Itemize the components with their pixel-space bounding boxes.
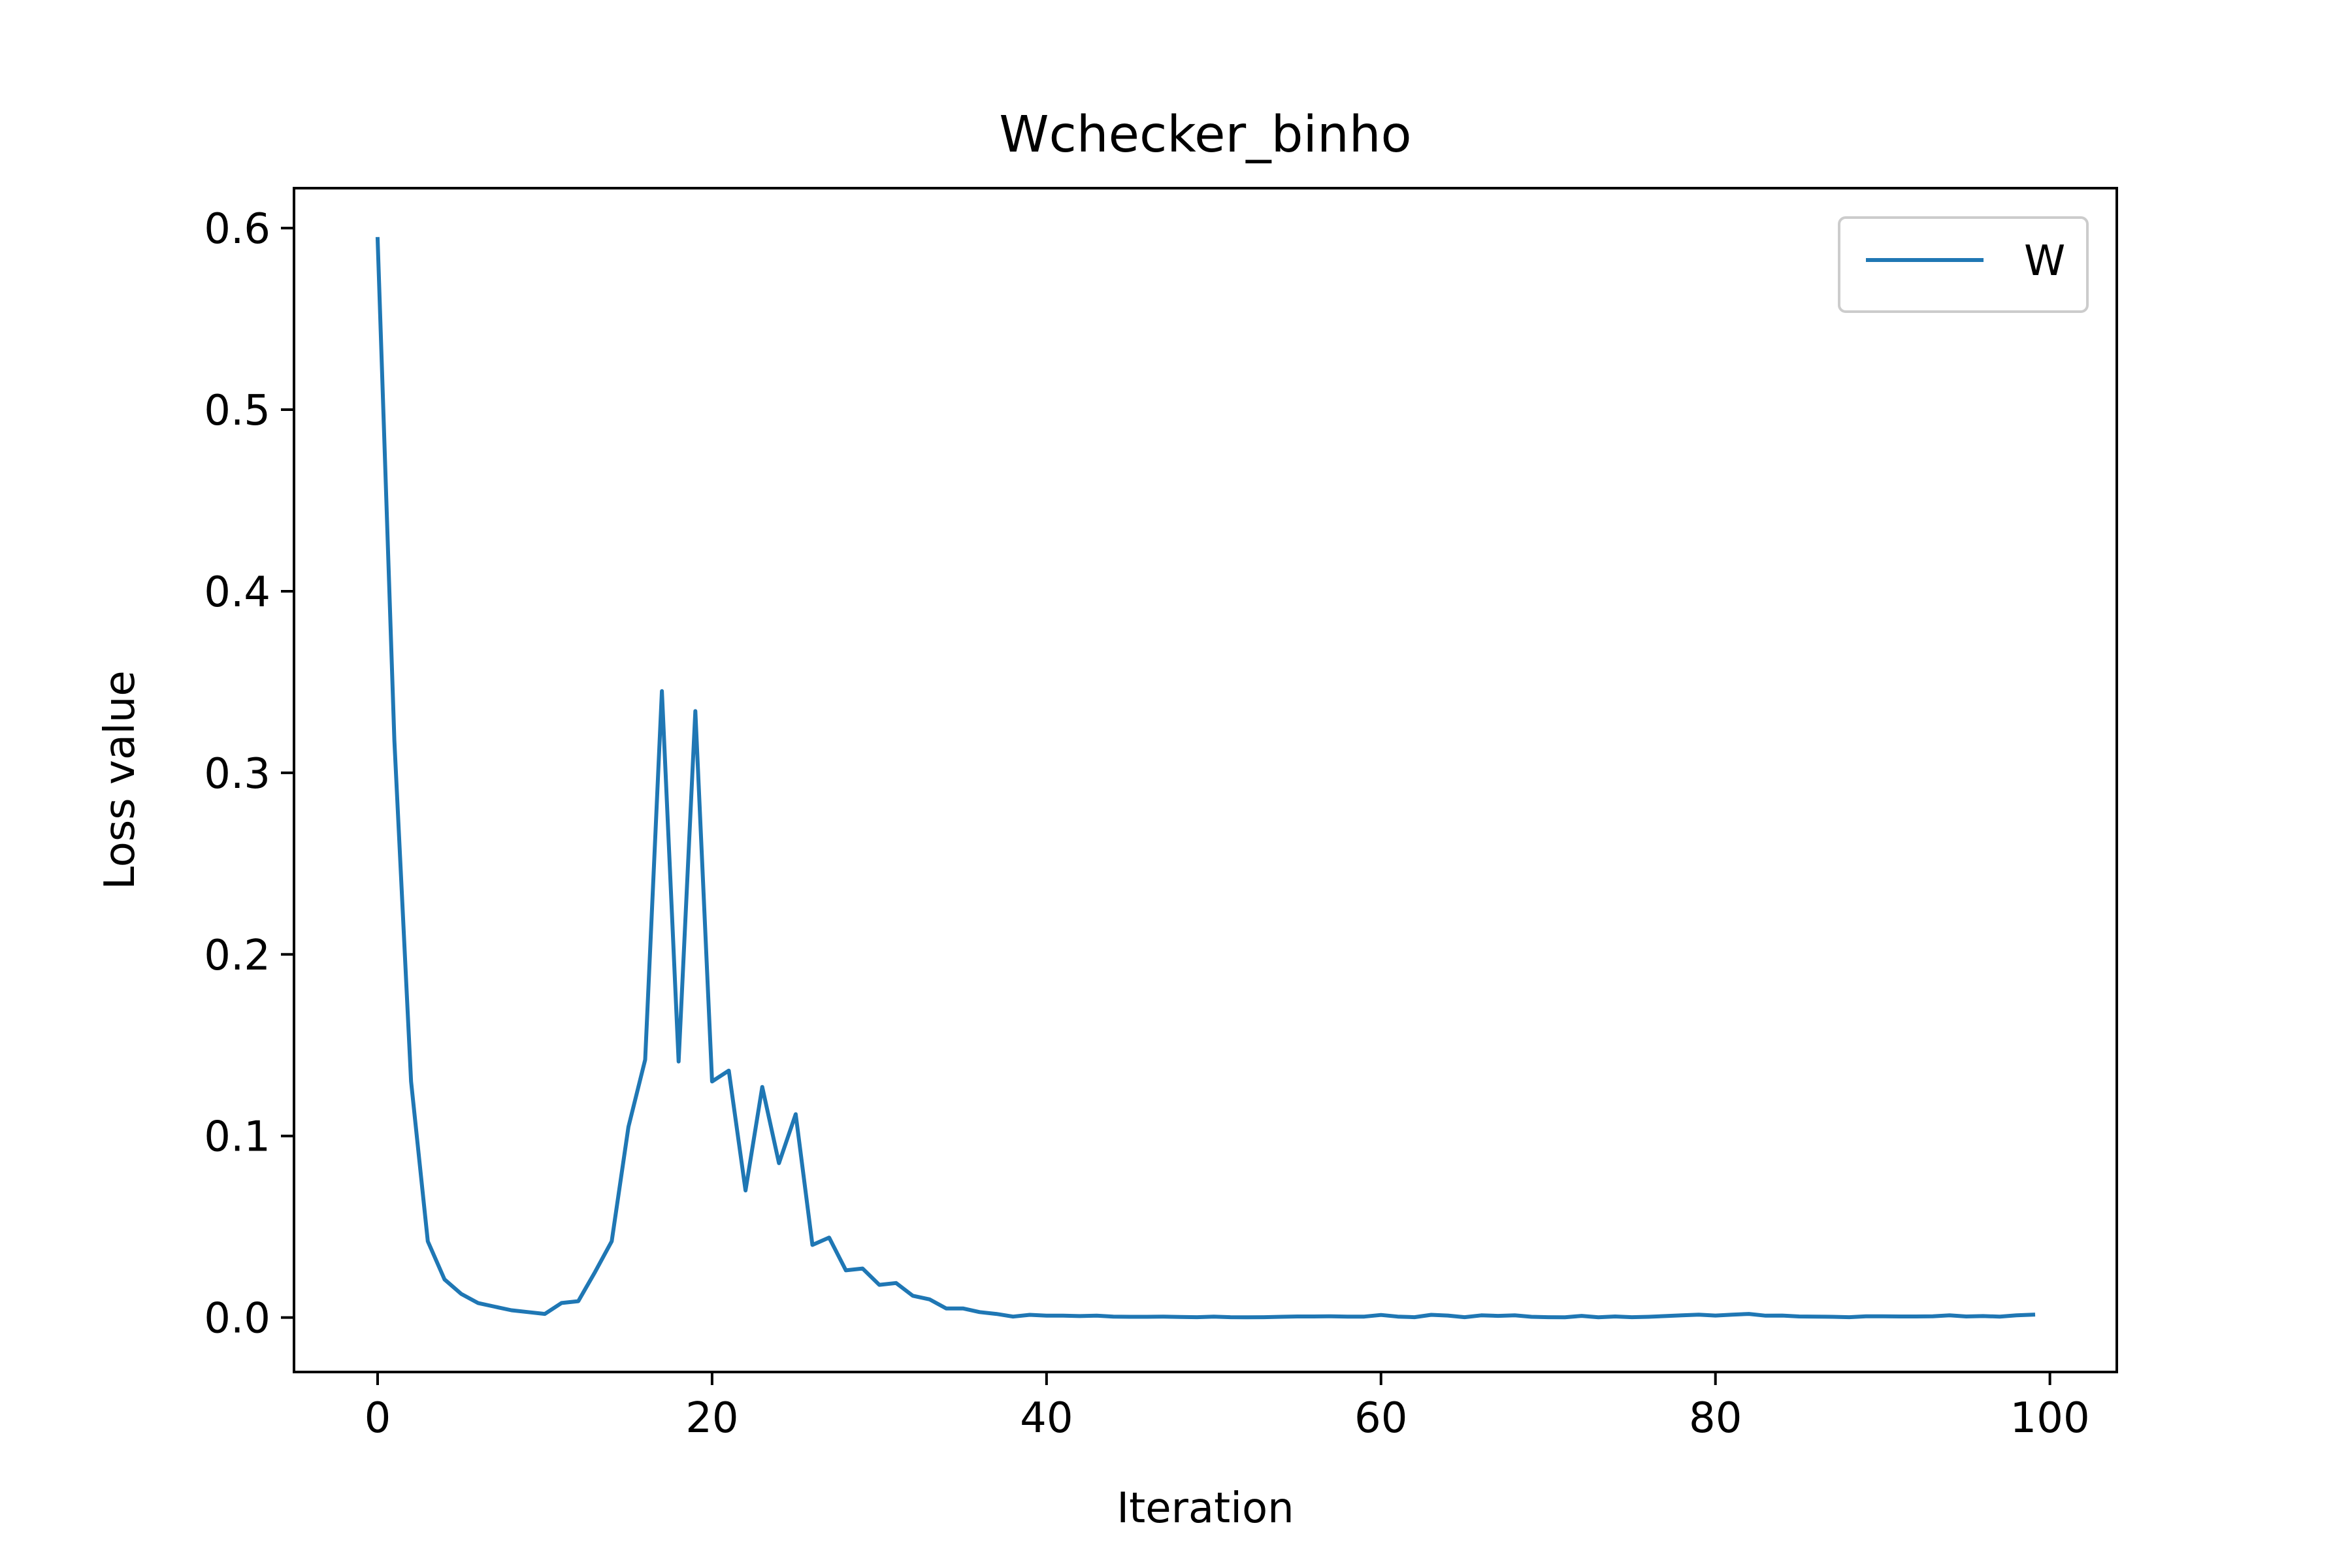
y-axis-ticks: 0.0 0.1 0.2 0.3 0.4 0.5 0.6 [204, 205, 294, 1343]
y-axis-label: Loss value [96, 670, 144, 890]
legend: W [1838, 216, 2089, 313]
plot-area [294, 188, 2117, 1372]
x-tick-label: 0 [365, 1394, 391, 1443]
x-tick-label: 80 [1689, 1394, 1742, 1443]
y-tick-label: 0.2 [204, 932, 270, 980]
y-tick-label: 0.6 [204, 205, 270, 253]
series-line-w [375, 237, 2036, 1320]
chart-title: Wchecker_binho [999, 106, 1411, 164]
x-tick-label: 100 [2010, 1394, 2090, 1443]
y-tick-label: 0.1 [204, 1113, 270, 1162]
y-tick-label: 0.3 [204, 750, 270, 798]
legend-frame [1838, 216, 2089, 313]
y-tick-label: 0.5 [204, 387, 270, 435]
y-tick-label: 0.0 [204, 1295, 270, 1343]
y-tick-label: 0.4 [204, 568, 270, 617]
x-tick-label: 20 [685, 1394, 738, 1443]
x-axis-label: Iteration [1117, 1484, 1294, 1533]
plot-frame [293, 187, 2118, 1373]
x-axis-ticks: 0 20 40 60 80 100 [365, 1372, 2090, 1443]
x-tick-label: 40 [1020, 1394, 1073, 1443]
legend-label-w: W [2024, 237, 2065, 286]
x-tick-label: 60 [1354, 1394, 1407, 1443]
